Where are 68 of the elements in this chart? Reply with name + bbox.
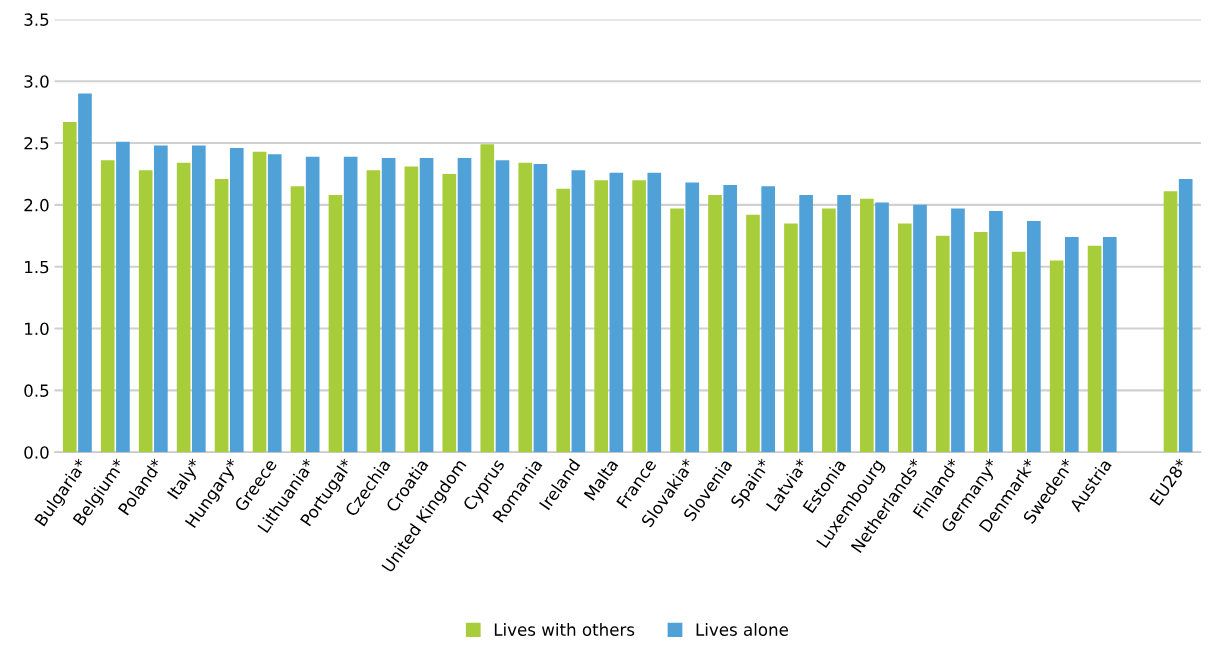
bar <box>305 156 320 453</box>
bar <box>1064 237 1079 453</box>
bar <box>1049 260 1064 453</box>
bar <box>1102 237 1117 453</box>
y-tick-label: 3.5 <box>24 13 49 26</box>
bar <box>533 164 548 453</box>
bar <box>480 144 495 453</box>
bar <box>723 185 738 453</box>
bar <box>822 208 836 453</box>
bar <box>419 157 434 453</box>
bar <box>860 198 874 453</box>
bar <box>214 178 229 453</box>
bar <box>632 180 646 453</box>
bar <box>875 202 889 453</box>
bar <box>951 208 965 453</box>
bar <box>116 141 130 453</box>
bar <box>404 166 419 453</box>
bar <box>913 204 927 453</box>
bar <box>328 194 343 453</box>
bar <box>138 170 153 453</box>
bar <box>267 154 282 453</box>
bar <box>442 173 457 453</box>
bar <box>457 157 472 453</box>
bar <box>935 235 950 453</box>
bar <box>1163 191 1178 453</box>
bar <box>252 151 267 453</box>
bar <box>685 182 700 453</box>
bar <box>594 180 608 453</box>
bar <box>837 194 851 453</box>
bar <box>973 232 988 453</box>
y-tick-label: 1.5 <box>25 260 49 274</box>
bar <box>518 162 533 453</box>
bar <box>154 145 168 453</box>
bar <box>1011 251 1026 453</box>
legend-label: Lives alone <box>696 623 788 636</box>
bar <box>62 122 77 453</box>
bar <box>343 156 358 453</box>
legend-label: Lives with others <box>494 623 635 636</box>
bar <box>556 188 571 453</box>
bar <box>366 170 381 453</box>
y-tick-label: 1.0 <box>25 322 49 336</box>
y-tick-label: 0.0 <box>24 446 49 459</box>
bar <box>381 157 396 453</box>
bar <box>989 211 1003 453</box>
bar <box>495 160 510 453</box>
bar <box>799 194 813 453</box>
y-tick-label: 2.5 <box>24 137 49 150</box>
bar <box>1027 220 1041 453</box>
bar <box>784 223 798 453</box>
y-tick-label: 0.5 <box>24 384 49 397</box>
bar <box>571 170 586 453</box>
bar <box>670 208 684 453</box>
bar <box>100 160 115 453</box>
bar <box>897 223 912 453</box>
bar <box>191 145 206 453</box>
bar <box>746 214 760 453</box>
bar <box>609 172 624 453</box>
y-tick-label: 3.0 <box>24 75 49 88</box>
bar <box>78 93 92 453</box>
bar <box>761 186 775 453</box>
bar <box>1087 245 1102 453</box>
bar <box>176 162 191 453</box>
bar <box>229 147 244 453</box>
bar <box>647 172 662 453</box>
bar <box>1178 178 1193 453</box>
bar <box>290 186 305 453</box>
bar <box>708 194 722 453</box>
y-tick-label: 2.0 <box>24 198 49 212</box>
